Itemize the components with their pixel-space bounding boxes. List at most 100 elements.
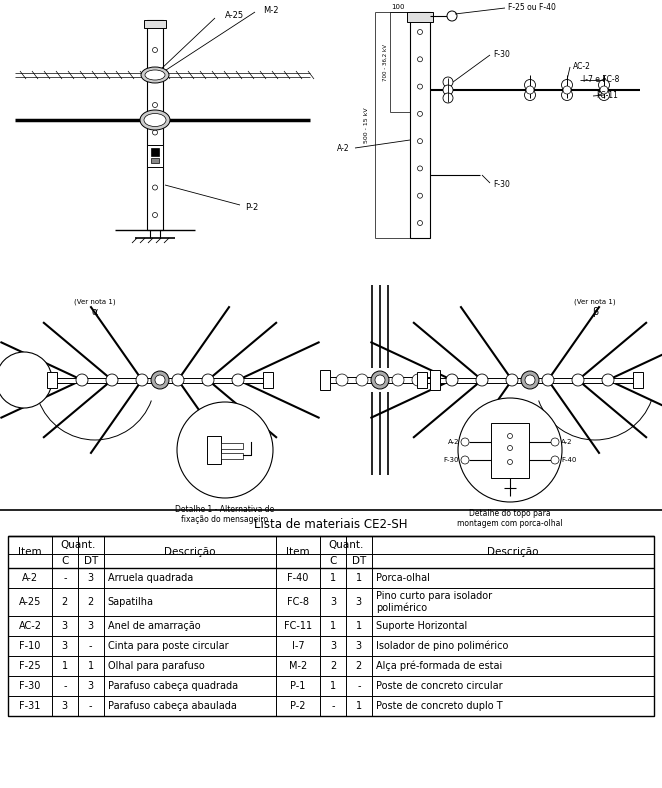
Ellipse shape <box>141 67 169 83</box>
Bar <box>417 372 427 388</box>
Circle shape <box>418 29 422 35</box>
Text: A-25: A-25 <box>19 597 41 607</box>
Circle shape <box>371 371 389 389</box>
Circle shape <box>600 86 608 94</box>
Text: 1: 1 <box>87 661 94 671</box>
Text: 3: 3 <box>87 681 94 691</box>
Text: 1: 1 <box>330 621 336 631</box>
Circle shape <box>375 375 385 385</box>
Text: 1: 1 <box>62 661 68 671</box>
Circle shape <box>152 130 158 135</box>
Circle shape <box>418 166 422 171</box>
Text: F-30: F-30 <box>493 180 510 188</box>
Text: A-2: A-2 <box>22 573 38 583</box>
Text: F-25: F-25 <box>19 661 41 671</box>
Text: F-30: F-30 <box>493 50 510 58</box>
Text: Detalhe 1 - Alternativa de: Detalhe 1 - Alternativa de <box>175 505 275 515</box>
Circle shape <box>155 375 165 385</box>
Text: 100: 100 <box>391 4 404 10</box>
Text: Item: Item <box>286 547 310 557</box>
Text: F-40: F-40 <box>287 573 308 583</box>
Ellipse shape <box>145 70 165 80</box>
Circle shape <box>542 374 554 386</box>
Circle shape <box>418 193 422 199</box>
Text: Isolador de pino polimérico: Isolador de pino polimérico <box>376 641 508 651</box>
Circle shape <box>392 374 404 386</box>
Circle shape <box>443 85 453 95</box>
Circle shape <box>521 371 539 389</box>
Text: 500 - 15 kV: 500 - 15 kV <box>365 107 369 143</box>
Circle shape <box>418 57 422 61</box>
Text: Poste de concreto circular: Poste de concreto circular <box>376 681 502 691</box>
Text: montagem com porca-olhal: montagem com porca-olhal <box>457 519 563 529</box>
Text: A-2: A-2 <box>561 439 573 445</box>
Circle shape <box>598 90 610 101</box>
Text: AC-2: AC-2 <box>19 621 42 631</box>
Text: 2: 2 <box>87 597 94 607</box>
Text: -: - <box>63 681 67 691</box>
Text: -: - <box>89 641 93 651</box>
Text: 2: 2 <box>62 597 68 607</box>
Text: 3: 3 <box>62 621 68 631</box>
Circle shape <box>152 185 158 190</box>
Circle shape <box>508 459 512 464</box>
Text: fixação do mensageiro: fixação do mensageiro <box>181 515 269 525</box>
Text: Item: Item <box>18 547 42 557</box>
Circle shape <box>551 438 559 446</box>
Circle shape <box>598 80 610 91</box>
Circle shape <box>443 77 453 87</box>
Text: P-1: P-1 <box>291 681 306 691</box>
Text: (Ver nota 1): (Ver nota 1) <box>74 299 116 305</box>
Circle shape <box>461 456 469 464</box>
Circle shape <box>526 86 534 94</box>
Text: Detalhe do topo para: Detalhe do topo para <box>469 510 551 519</box>
Text: F-25 ou F-40: F-25 ou F-40 <box>508 2 556 12</box>
Text: Alça pré-formada de estai: Alça pré-formada de estai <box>376 661 502 671</box>
Bar <box>320 370 330 390</box>
Circle shape <box>152 213 158 217</box>
Ellipse shape <box>144 113 166 127</box>
Bar <box>221 443 243 449</box>
Text: M-2: M-2 <box>289 661 307 671</box>
Text: (Ver nota 1): (Ver nota 1) <box>574 299 616 305</box>
Text: Parafuso cabeça abaulada: Parafuso cabeça abaulada <box>108 701 236 711</box>
Text: Descrição: Descrição <box>487 547 539 557</box>
Circle shape <box>443 93 453 103</box>
Bar <box>633 372 643 388</box>
Text: P-2: P-2 <box>245 203 258 211</box>
Text: polimérico: polimérico <box>376 603 427 613</box>
Ellipse shape <box>140 110 170 130</box>
Text: M-2: M-2 <box>263 6 279 14</box>
Text: FC-8: FC-8 <box>287 597 309 607</box>
Circle shape <box>447 11 457 21</box>
Circle shape <box>152 75 158 80</box>
Text: Quant.: Quant. <box>328 540 363 550</box>
Text: 1: 1 <box>355 701 362 711</box>
Circle shape <box>418 84 422 89</box>
Text: Quant.: Quant. <box>60 540 95 550</box>
Text: 3: 3 <box>62 701 68 711</box>
Bar <box>52 377 268 382</box>
Text: 3: 3 <box>87 621 94 631</box>
Text: A-2: A-2 <box>448 439 459 445</box>
Text: 3: 3 <box>87 573 94 583</box>
Text: 3: 3 <box>330 641 336 651</box>
Circle shape <box>106 374 118 386</box>
Text: I-7 e FC-8: I-7 e FC-8 <box>583 75 620 84</box>
Text: Pino curto para isolador: Pino curto para isolador <box>376 591 492 601</box>
Circle shape <box>561 80 573 91</box>
Text: F-30: F-30 <box>444 457 459 463</box>
Circle shape <box>336 374 348 386</box>
Circle shape <box>561 90 573 101</box>
Bar <box>47 372 57 388</box>
Text: 1: 1 <box>355 573 362 583</box>
Text: A-2: A-2 <box>338 143 350 153</box>
Text: Cinta para poste circular: Cinta para poste circular <box>108 641 228 651</box>
Circle shape <box>418 221 422 225</box>
Text: β: β <box>592 307 598 317</box>
Bar <box>221 453 243 459</box>
Text: Arruela quadrada: Arruela quadrada <box>108 573 193 583</box>
Bar <box>147 20 163 230</box>
Circle shape <box>446 374 458 386</box>
Bar <box>151 158 159 163</box>
